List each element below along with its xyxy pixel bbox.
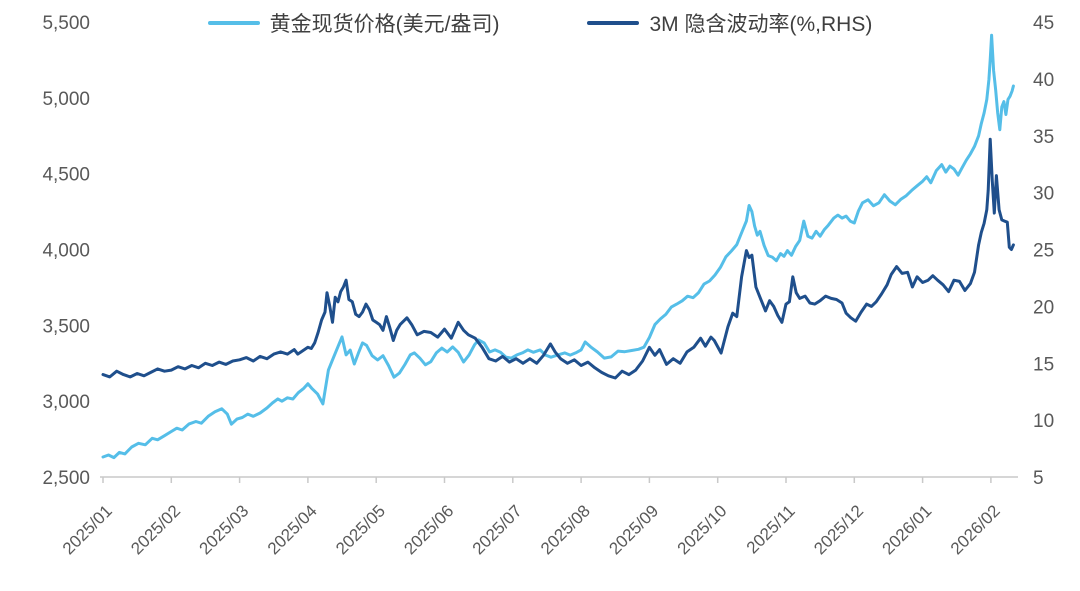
x-axis-label: 2025/11: [743, 501, 799, 557]
y-axis-right-label: 40: [1033, 70, 1054, 91]
x-axis-label: 2025/12: [810, 501, 867, 558]
y-axis-right-label: 15: [1033, 354, 1054, 375]
gold-price-line: [101, 33, 1015, 460]
x-axis-label: 2025/02: [127, 501, 184, 558]
y-axis-right-label: 30: [1033, 184, 1054, 205]
x-axis-label: 2025/08: [537, 501, 594, 558]
x-axis-label: 2025/10: [674, 501, 731, 558]
y-axis-left-label: 4,500: [42, 165, 90, 186]
x-axis-label: 2025/03: [196, 501, 253, 558]
y-axis-left-label: 5,500: [42, 13, 90, 34]
y-axis-left-label: 4,000: [42, 241, 90, 262]
x-axis-label: 2026/02: [947, 501, 1004, 558]
x-axis-label: 2026/01: [879, 501, 936, 558]
y-axis-right-label: 25: [1033, 241, 1054, 262]
y-axis-left-label: 3,500: [42, 316, 90, 337]
x-axis-label: 2025/05: [332, 501, 389, 558]
x-axis-label: 2025/07: [469, 501, 526, 558]
y-axis-right-label: 10: [1033, 411, 1054, 432]
x-axis-label: 2025/01: [59, 501, 116, 558]
y-axis-left-label: 5,000: [42, 89, 90, 110]
y-axis-left-label: 2,500: [42, 468, 90, 489]
y-axis-right-label: 45: [1033, 13, 1054, 34]
y-axis-right-label: 35: [1033, 127, 1054, 148]
x-axis-label: 2025/04: [264, 501, 321, 558]
implied-vol-line: [101, 137, 1015, 380]
x-axis-label: 2025/09: [605, 501, 662, 558]
x-axis-label: 2025/06: [400, 501, 457, 558]
y-axis-right-label: 20: [1033, 297, 1054, 318]
y-axis-right-label: 5: [1033, 468, 1044, 489]
y-axis-left-label: 3,000: [42, 392, 90, 413]
